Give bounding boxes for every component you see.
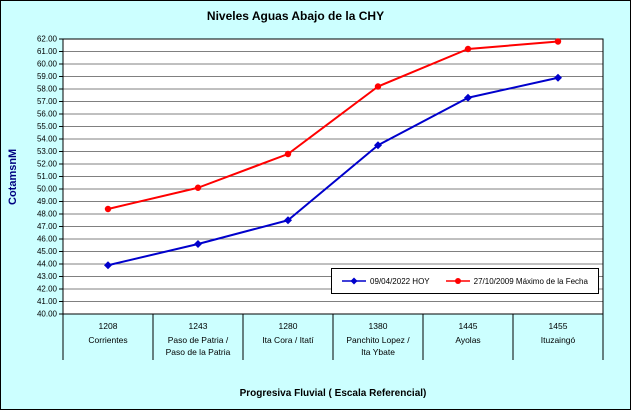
svg-text:58.00: 58.00 xyxy=(37,85,58,94)
svg-text:1445: 1445 xyxy=(459,321,478,331)
svg-text:59.00: 59.00 xyxy=(37,72,58,81)
svg-text:57.00: 57.00 xyxy=(37,97,58,106)
svg-text:Ita Ybate: Ita Ybate xyxy=(361,347,395,357)
svg-text:55.00: 55.00 xyxy=(37,122,58,131)
svg-text:Corrientes: Corrientes xyxy=(88,335,127,345)
svg-text:Paso de Patria /: Paso de Patria / xyxy=(168,335,229,345)
svg-text:48.00: 48.00 xyxy=(37,210,58,219)
svg-text:60.00: 60.00 xyxy=(37,60,58,69)
series-0 xyxy=(104,73,562,270)
legend-label-maximo: 27/10/2009 Máximo de la Fecha xyxy=(473,276,588,286)
svg-text:1455: 1455 xyxy=(549,321,568,331)
svg-text:Ita Cora / Itatí: Ita Cora / Itatí xyxy=(262,335,314,345)
svg-text:43.00: 43.00 xyxy=(37,272,58,281)
chart-title: Niveles Aguas Abajo de la CHY xyxy=(206,9,385,23)
svg-text:40.00: 40.00 xyxy=(37,310,58,319)
svg-text:Ayolas: Ayolas xyxy=(455,335,480,345)
svg-text:51.00: 51.00 xyxy=(37,172,58,181)
svg-text:1380: 1380 xyxy=(369,321,388,331)
legend-entry-maximo: 27/10/2009 Máximo de la Fecha xyxy=(445,276,588,286)
svg-text:Paso de la Patria: Paso de la Patria xyxy=(166,347,231,357)
svg-text:49.00: 49.00 xyxy=(37,197,58,206)
svg-text:44.00: 44.00 xyxy=(37,260,58,269)
svg-text:1208: 1208 xyxy=(99,321,118,331)
series-1 xyxy=(104,38,562,213)
svg-text:Ituzaingó: Ituzaingó xyxy=(541,335,576,345)
x-axis-title: Progresiva Fluvial ( Escala Referencial) xyxy=(239,388,427,399)
x-category-labels: 1208 Corrientes 1243 Paso de Patria / Paso d… xyxy=(62,314,604,360)
svg-text:1243: 1243 xyxy=(189,321,208,331)
svg-text:62.00: 62.00 xyxy=(37,35,58,44)
y-axis-title: CotamsnM xyxy=(7,148,19,205)
svg-text:45.00: 45.00 xyxy=(37,247,58,256)
svg-text:42.00: 42.00 xyxy=(37,285,58,294)
legend-line-diamond-icon xyxy=(342,277,367,285)
svg-text:52.00: 52.00 xyxy=(37,160,58,169)
y-tick-labels: 40.00 41.00 42.00 43.00 44.00 45.00 46.00 47.00… xyxy=(37,35,58,319)
svg-text:Panchito Lopez /: Panchito Lopez / xyxy=(346,335,410,345)
svg-text:53.00: 53.00 xyxy=(37,147,58,156)
svg-text:56.00: 56.00 xyxy=(37,110,58,119)
legend-entry-hoy: 09/04/2022 HOY xyxy=(342,276,430,286)
svg-text:46.00: 46.00 xyxy=(37,235,58,244)
svg-text:61.00: 61.00 xyxy=(37,47,58,56)
svg-text:1280: 1280 xyxy=(279,321,298,331)
legend-label-hoy: 09/04/2022 HOY xyxy=(370,276,430,286)
legend-line-circle-icon xyxy=(445,278,470,284)
chart-legend: 09/04/2022 HOY 27/10/2009 Máximo de la F… xyxy=(331,268,599,294)
y-gridlines xyxy=(59,38,603,315)
svg-text:54.00: 54.00 xyxy=(37,135,58,144)
svg-text:41.00: 41.00 xyxy=(37,297,58,306)
svg-text:50.00: 50.00 xyxy=(37,185,58,194)
svg-text:47.00: 47.00 xyxy=(37,222,58,231)
